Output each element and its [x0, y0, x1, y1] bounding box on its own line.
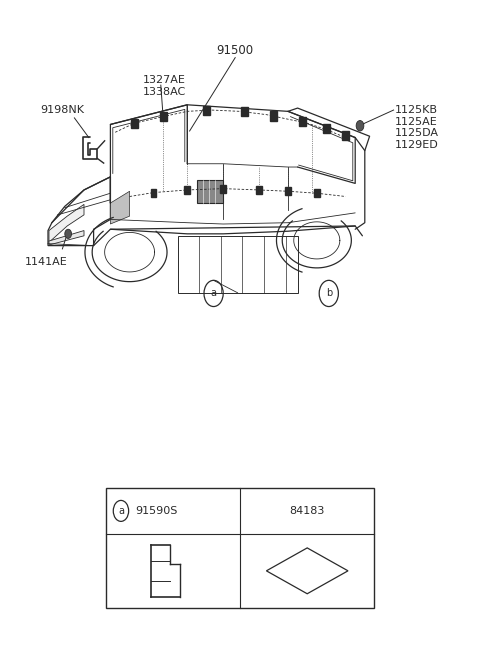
Text: 91500: 91500 — [216, 44, 254, 57]
Bar — [178, 236, 298, 293]
Bar — [342, 131, 349, 140]
Text: a: a — [118, 506, 124, 516]
Bar — [299, 117, 306, 126]
Text: 1125DA: 1125DA — [395, 128, 439, 138]
Text: 9198NK: 9198NK — [40, 105, 84, 115]
Text: 1141AE: 1141AE — [25, 257, 68, 267]
Polygon shape — [49, 231, 84, 245]
Text: 1327AE: 1327AE — [143, 75, 186, 85]
Bar — [314, 189, 320, 197]
Bar — [256, 186, 262, 194]
Bar — [220, 185, 226, 193]
Bar — [106, 488, 374, 608]
Text: b: b — [325, 288, 332, 299]
Bar — [160, 112, 167, 121]
Text: 1125KB: 1125KB — [395, 105, 438, 115]
Bar — [285, 187, 291, 195]
Text: 1125AE: 1125AE — [395, 117, 437, 126]
Text: 1129ED: 1129ED — [395, 140, 438, 150]
Bar — [131, 119, 138, 128]
Bar — [184, 186, 190, 194]
Bar — [197, 180, 223, 203]
Text: 1338AC: 1338AC — [143, 87, 186, 97]
Circle shape — [356, 121, 364, 131]
Polygon shape — [110, 191, 130, 224]
Bar — [203, 106, 210, 115]
Polygon shape — [49, 204, 84, 242]
Bar — [270, 111, 277, 121]
Text: 91590S: 91590S — [135, 506, 178, 516]
Bar — [151, 189, 156, 196]
Circle shape — [65, 229, 72, 238]
Bar — [323, 124, 330, 133]
Text: a: a — [211, 288, 216, 299]
Text: 84183: 84183 — [289, 506, 325, 516]
Bar — [241, 107, 248, 116]
